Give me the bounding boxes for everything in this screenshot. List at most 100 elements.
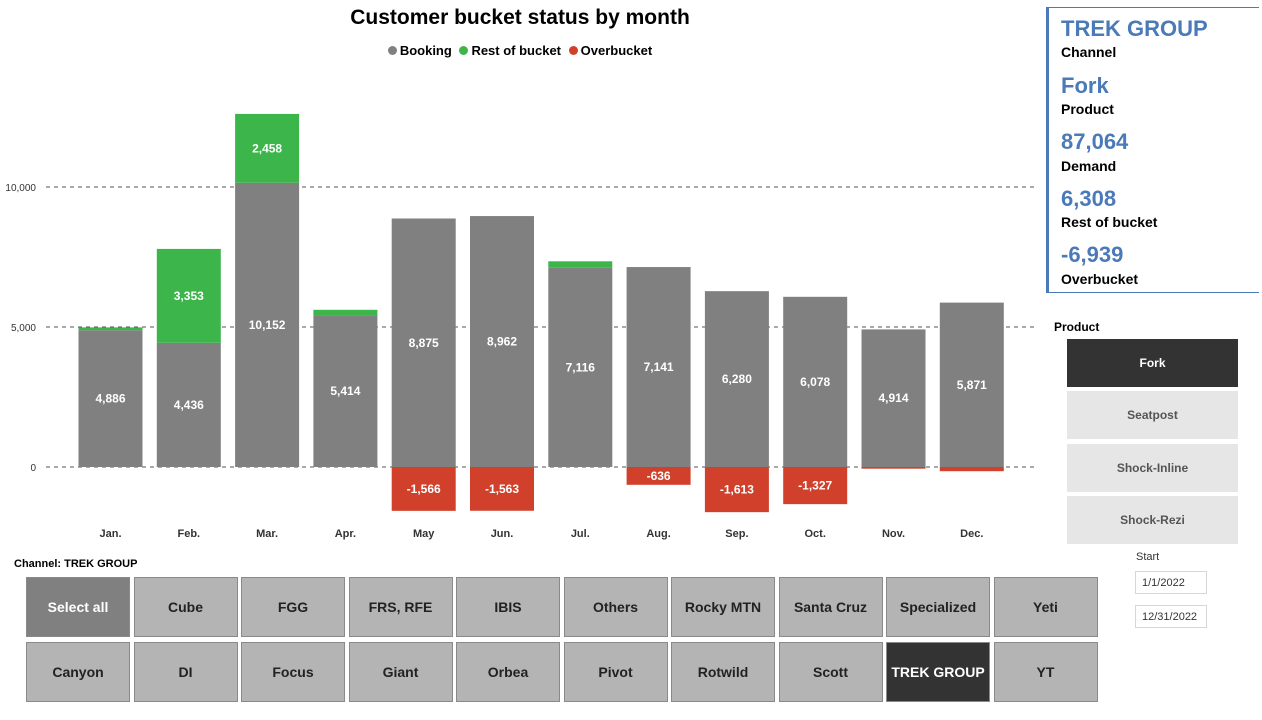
bar-booking	[78, 330, 143, 467]
channel-slicer-title: Channel: TREK GROUP	[14, 558, 138, 570]
end-date-input[interactable]: 12/31/2022	[1135, 605, 1207, 628]
x-tick-label: Oct.	[804, 528, 825, 540]
bar-booking	[235, 182, 300, 467]
data-label-booking: 7,141	[644, 360, 674, 374]
bar-overbucket	[783, 467, 848, 505]
data-label-booking: 6,078	[800, 375, 830, 389]
channel-option-specialized[interactable]: Specialized	[886, 577, 990, 637]
x-tick-label: Feb.	[177, 528, 200, 540]
y-tick-label: 10,000	[5, 183, 36, 194]
bar-booking	[861, 329, 926, 467]
data-label-rest-of-bucket: 3,353	[174, 289, 204, 303]
data-label-booking: 4,436	[174, 398, 204, 412]
legend-item-overbucket[interactable]: Overbucket	[568, 43, 653, 58]
channel-option-rocky-mtn[interactable]: Rocky MTN	[671, 577, 775, 637]
y-tick-label: 0	[30, 463, 36, 474]
data-label-booking: 8,875	[409, 336, 439, 350]
product-option-fork[interactable]: Fork	[1067, 339, 1238, 387]
kpi-demand-value: 87,064	[1061, 129, 1129, 154]
channel-option-santa-cruz[interactable]: Santa Cruz	[778, 577, 883, 637]
product-option-seatpost[interactable]: Seatpost	[1067, 391, 1238, 439]
channel-option-trek-group[interactable]: TREK GROUP	[886, 642, 990, 702]
channel-option-focus[interactable]: Focus	[241, 642, 345, 702]
legend-item-rest[interactable]: Rest of bucket	[459, 43, 561, 58]
channel-option-giant[interactable]: Giant	[348, 642, 453, 702]
kpi-overbucket-label: Overbucket	[1061, 271, 1139, 287]
x-tick-label: Apr.	[335, 528, 356, 540]
channel-option-others[interactable]: Others	[563, 577, 668, 637]
legend-dot-rest	[459, 46, 469, 55]
kpi-channel-label: Channel	[1061, 44, 1117, 60]
x-tick-label: Mar.	[256, 528, 278, 540]
kpi-demand-label: Demand	[1061, 158, 1117, 174]
x-tick-label: Aug.	[646, 528, 670, 540]
channel-option-yeti[interactable]: Yeti	[993, 577, 1098, 637]
kpi-rest-value: 6,308	[1061, 186, 1117, 211]
bar-booking	[470, 216, 534, 467]
bar-booking	[626, 267, 691, 467]
channel-option-fgg[interactable]: FGG	[241, 577, 345, 637]
channel-option-orbea[interactable]: Orbea	[456, 642, 560, 702]
chart-legend: Booking Rest of bucket Overbucket	[0, 43, 1040, 58]
data-label-booking: 5,414	[330, 384, 360, 398]
kpi-rest-label: Rest of bucket	[1061, 214, 1158, 230]
channel-option-ibis[interactable]: IBIS	[456, 577, 560, 637]
x-tick-label: Jul.	[571, 528, 590, 540]
channel-option-yt[interactable]: YT	[993, 642, 1098, 702]
data-label-overbucket: -1,566	[407, 482, 441, 496]
channel-option-di[interactable]: DI	[133, 642, 238, 702]
x-tick-label: May	[413, 528, 435, 540]
data-label-overbucket: -1,327	[798, 479, 832, 493]
channel-option-select-all[interactable]: Select all	[26, 577, 130, 637]
kpi-card: TREK GROUP Channel Fork Product 87,064 D…	[1046, 7, 1259, 293]
product-option-shock-rezi[interactable]: Shock-Rezi	[1067, 496, 1238, 544]
data-label-booking: 10,152	[249, 318, 286, 332]
x-tick-label: Sep.	[725, 528, 748, 540]
data-label-booking: 4,914	[878, 391, 908, 405]
legend-label-booking: Booking	[399, 43, 452, 58]
bar-booking	[156, 342, 221, 467]
data-label-overbucket: -1,613	[720, 483, 754, 497]
x-tick-label: Jan.	[99, 528, 121, 540]
start-date-input[interactable]: 1/1/2022	[1135, 571, 1207, 594]
data-label-booking: 5,871	[957, 378, 987, 392]
data-label-booking: 8,962	[487, 335, 517, 349]
channel-option-rotwild[interactable]: Rotwild	[671, 642, 775, 702]
kpi-channel-value: TREK GROUP	[1061, 16, 1208, 41]
bar-booking	[783, 296, 848, 467]
x-tick-label: Dec.	[960, 528, 983, 540]
channel-option-cube[interactable]: Cube	[133, 577, 238, 637]
legend-item-booking[interactable]: Booking	[387, 43, 452, 58]
legend-label-rest: Rest of bucket	[471, 43, 562, 58]
channel-option-scott[interactable]: Scott	[778, 642, 883, 702]
data-label-booking: 6,280	[722, 372, 752, 386]
bar-rest-of-bucket	[313, 309, 378, 316]
bar-booking	[704, 291, 769, 467]
kpi-product-value: Fork	[1061, 73, 1109, 98]
kpi-product-label: Product	[1061, 101, 1114, 117]
data-label-booking: 7,116	[566, 360, 596, 374]
channel-option-frs-rfe[interactable]: FRS, RFE	[348, 577, 453, 637]
bucket-chart: 0 5,000 10,000 4,886 Jan. 4,436 3,353 Feb. 10,15…	[5, 113, 1036, 540]
bar-overbucket	[470, 467, 534, 511]
bar-overbucket	[939, 467, 1004, 472]
bar-rest-of-bucket	[78, 327, 143, 331]
data-label-overbucket: -1,563	[485, 482, 519, 496]
kpi-overbucket-value: -6,939	[1061, 242, 1124, 267]
bar-overbucket	[861, 467, 926, 469]
product-option-shock-inline[interactable]: Shock-Inline	[1067, 444, 1238, 492]
product-slicer-title: Product	[1054, 320, 1100, 334]
date-range-label: Start	[1136, 551, 1160, 563]
channel-option-canyon[interactable]: Canyon	[26, 642, 130, 702]
channel-option-pivot[interactable]: Pivot	[563, 642, 668, 702]
legend-label-overbucket: Overbucket	[580, 43, 653, 58]
bar-booking	[939, 302, 1004, 467]
bar-rest-of-bucket	[235, 113, 300, 183]
data-label-rest-of-bucket: 2,458	[252, 141, 282, 155]
bar-rest-of-bucket	[548, 261, 613, 268]
x-tick-label: Jun.	[491, 528, 514, 540]
y-tick-label: 5,000	[11, 323, 36, 334]
data-label-overbucket: -636	[647, 469, 671, 483]
chart-title: Customer bucket status by month	[350, 6, 690, 29]
bar-booking	[391, 218, 456, 467]
